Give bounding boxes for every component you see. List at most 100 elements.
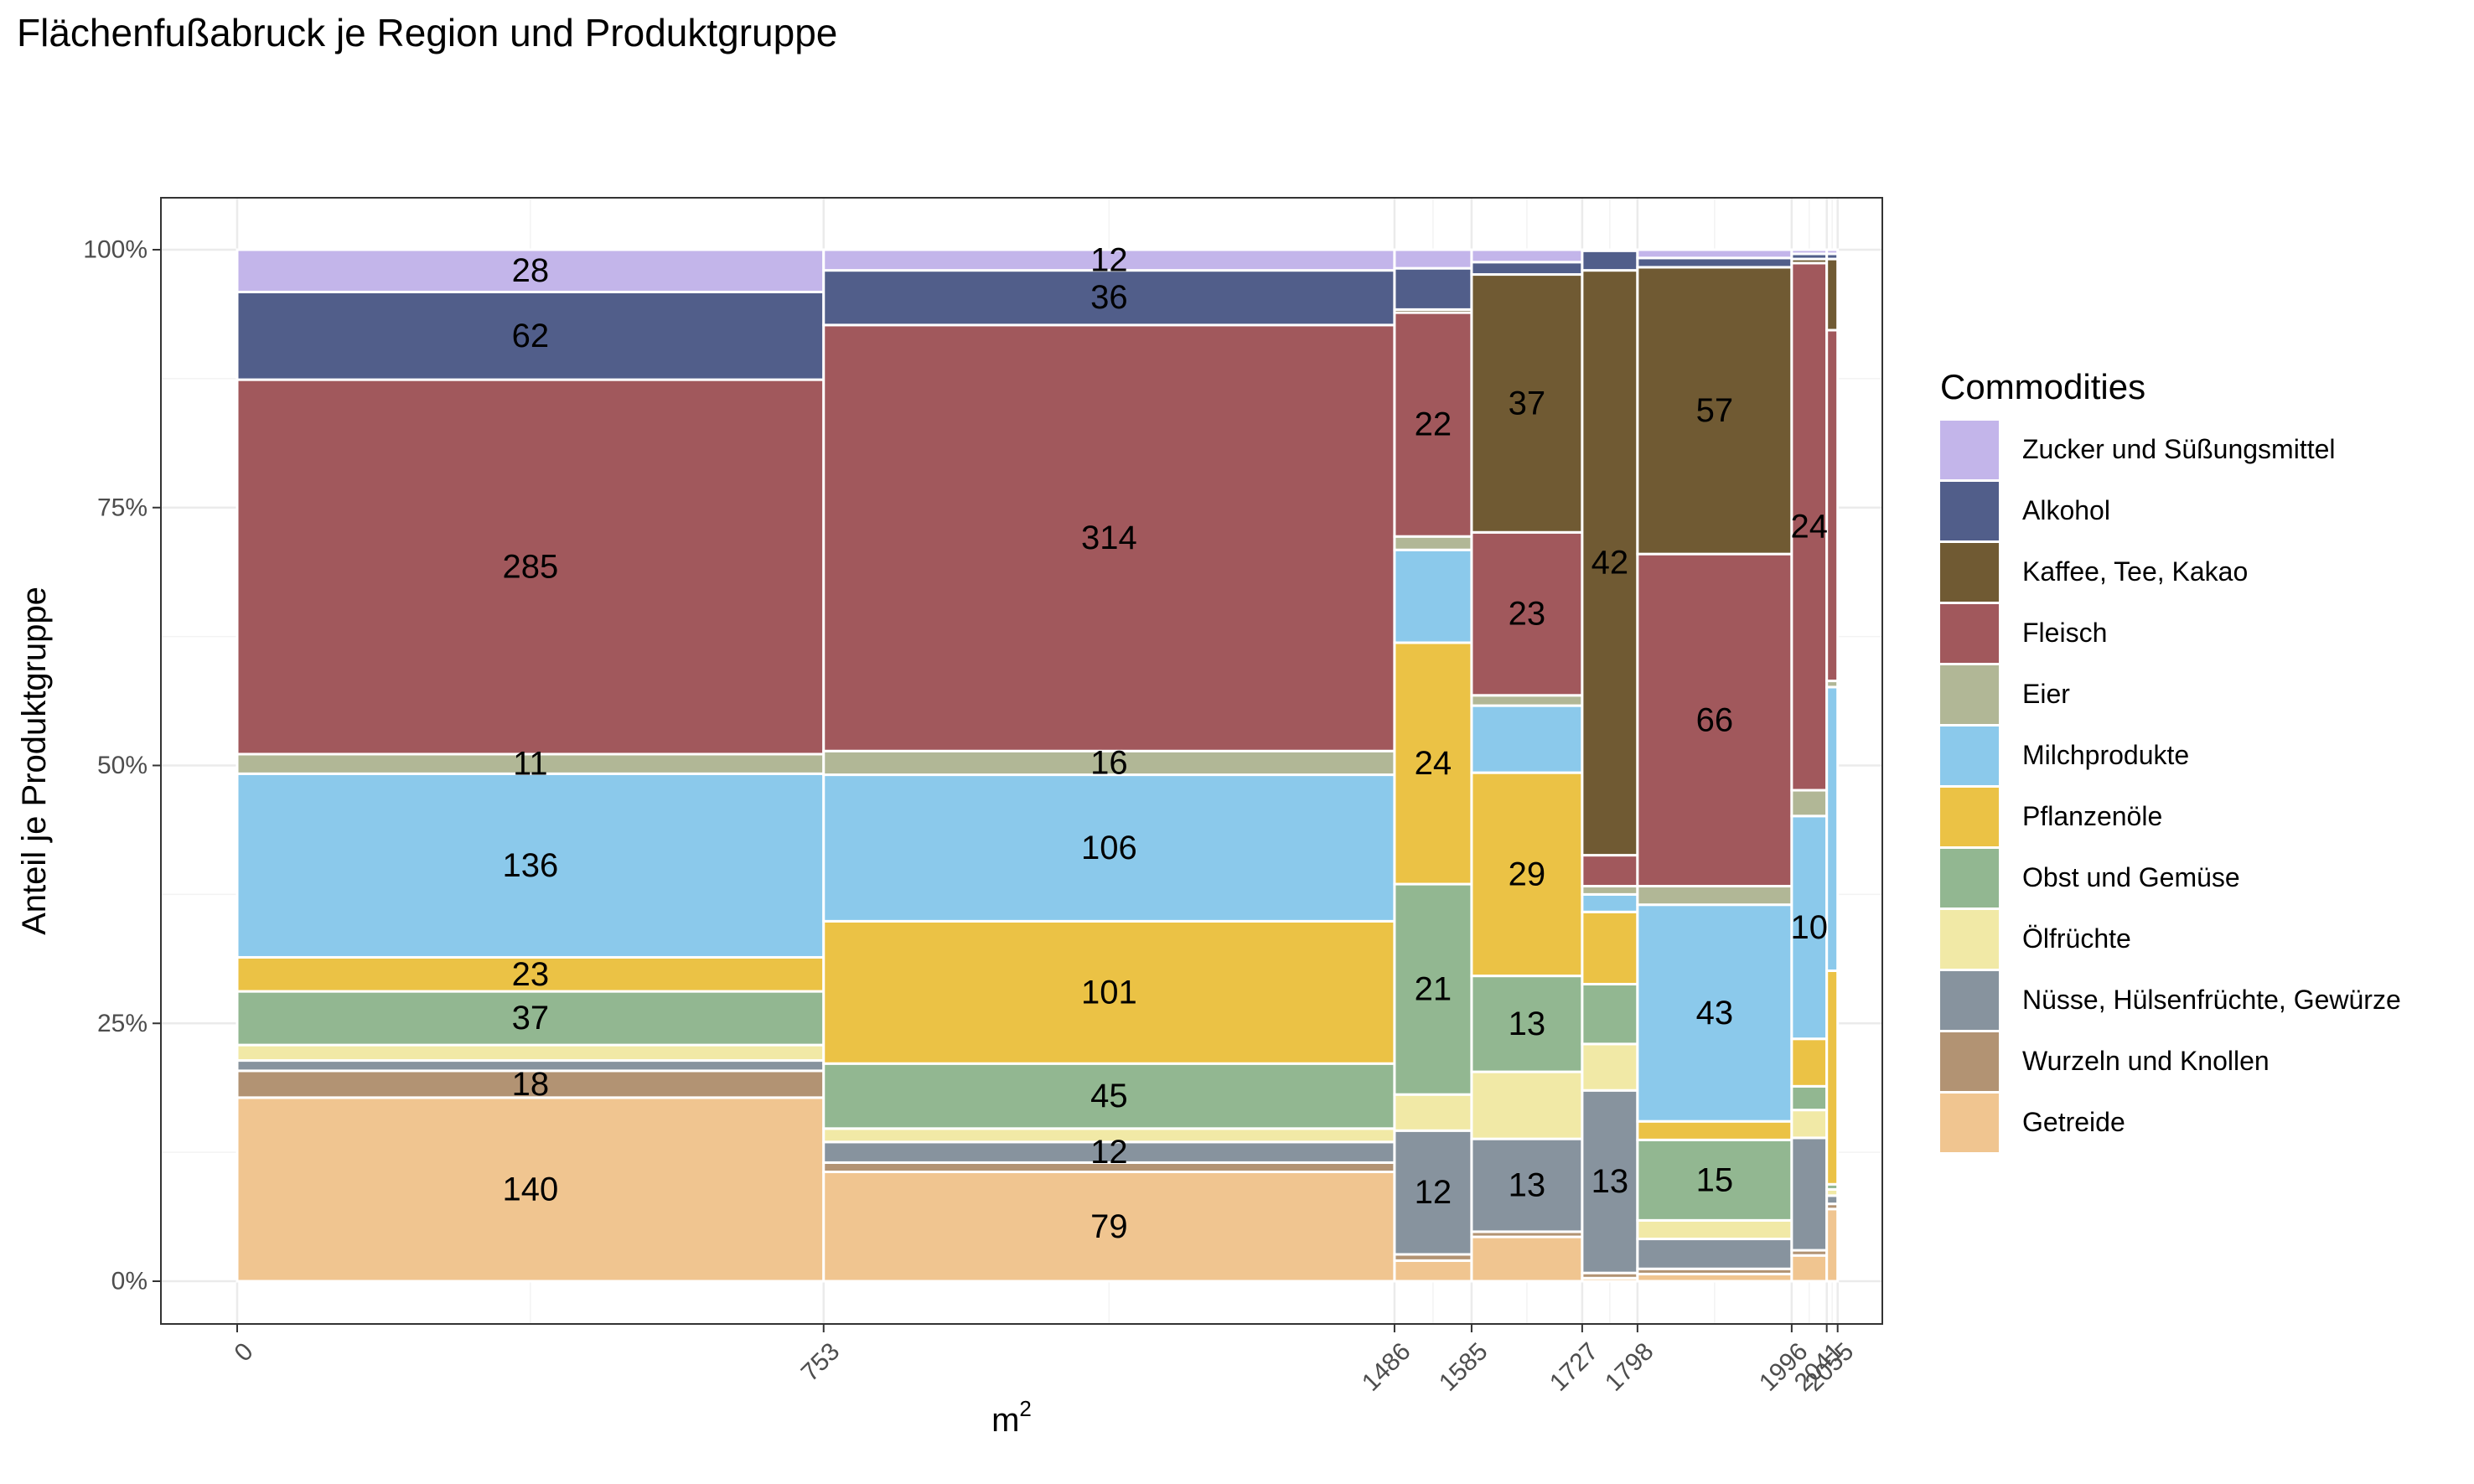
mosaic-tile xyxy=(1470,248,1584,264)
mosaic-tile xyxy=(235,1043,826,1063)
legend-item: Kaffee, Tee, Kakao xyxy=(1940,541,2401,602)
legend-item: Wurzeln und Knollen xyxy=(1940,1031,2401,1092)
mosaic-tile xyxy=(1393,548,1473,644)
legend-items: Zucker und Süßungsmittel Alkohol Kaffee, T… xyxy=(1940,419,2401,1153)
legend-item: Nüsse, Hülsenfrüchte, Gewürze xyxy=(1940,970,2401,1031)
mosaic-tile xyxy=(235,772,826,959)
mosaic-tile xyxy=(1636,885,1793,907)
legend-item: Getreide xyxy=(1940,1092,2401,1153)
tile-value-label: 62 xyxy=(512,318,550,354)
mosaic-tile xyxy=(1393,248,1473,270)
legend-label: Kaffee, Tee, Kakao xyxy=(2022,556,2249,587)
x-axis-title: m2 xyxy=(991,1396,1032,1439)
mosaic-tile xyxy=(1470,975,1584,1073)
mosaic-tile xyxy=(1636,1218,1793,1241)
mosaic-tile xyxy=(1470,1070,1584,1140)
mosaic-tile xyxy=(1393,311,1473,538)
tile-value-label: 37 xyxy=(512,1000,550,1037)
legend-swatch xyxy=(1940,420,1999,479)
tile-value-label: 13 xyxy=(1509,1006,1546,1042)
mosaic-tile xyxy=(1825,257,1840,332)
legend-swatch xyxy=(1940,909,1999,969)
mosaic-tile xyxy=(822,323,1396,752)
x-tick-label: 1486 xyxy=(1357,1337,1416,1397)
x-tick-label: 1798 xyxy=(1600,1337,1659,1397)
mosaic-tile xyxy=(235,955,826,993)
tile-value-label: 11 xyxy=(513,746,548,783)
mosaic-tile xyxy=(1790,261,1829,792)
mosaic-tile xyxy=(1393,1093,1473,1132)
x-tick-label: 753 xyxy=(796,1337,846,1387)
mosaic-tile xyxy=(1581,854,1639,888)
legend-item: Alkohol xyxy=(1940,480,2401,541)
legend-label: Eier xyxy=(2022,679,2070,709)
legend-item: Milchprodukte xyxy=(1940,725,2401,786)
mosaic-tile xyxy=(1825,969,1840,1186)
legend-swatch xyxy=(1940,481,1999,540)
tile-value-label: 13 xyxy=(1592,1163,1629,1200)
tile-value-label: 101 xyxy=(1081,974,1137,1011)
mosaic-tile xyxy=(1636,248,1793,260)
legend-label: Milchprodukte xyxy=(2022,740,2190,770)
legend-title: Commodities xyxy=(1940,367,2146,406)
mosaic-tile xyxy=(1581,892,1639,913)
x-tick-label: 1585 xyxy=(1434,1337,1493,1397)
tile-value-label: 23 xyxy=(1509,596,1546,633)
y-tick-label: 0% xyxy=(111,1268,148,1295)
x-axis-title-base: m xyxy=(991,1402,1019,1439)
tile-value-label: 79 xyxy=(1090,1208,1128,1245)
tile-value-label: 29 xyxy=(1509,856,1546,892)
tile-value-label: 12 xyxy=(1415,1174,1452,1211)
legend-swatch xyxy=(1940,970,1999,1030)
y-tick-label: 25% xyxy=(97,1010,148,1037)
tile-value-label: 285 xyxy=(503,549,559,586)
mosaic-tile xyxy=(822,1140,1396,1164)
legend-label: Zucker und Süßungsmittel xyxy=(2022,434,2336,464)
mosaic-tile xyxy=(235,248,826,293)
legend-item: Ölfrüchte xyxy=(1940,908,2401,970)
mosaic-tile xyxy=(1790,789,1829,818)
mosaic-tile xyxy=(1636,903,1793,1123)
tile-value-label: 24 xyxy=(1791,509,1829,546)
legend-item: Fleisch xyxy=(1940,602,2401,664)
tile-value-label: 23 xyxy=(512,956,550,993)
tile-value-label: 15 xyxy=(1696,1161,1734,1198)
legend-swatch xyxy=(1940,542,1999,602)
legend: Commodities Zucker und Süßungsmittel Alko… xyxy=(1940,367,2401,1153)
legend-swatch xyxy=(1940,787,1999,846)
tile-value-label: 36 xyxy=(1090,279,1128,316)
mosaic-tile xyxy=(1470,694,1584,707)
legend-label: Wurzeln und Knollen xyxy=(2022,1046,2270,1076)
mosaic-tile xyxy=(1470,704,1584,774)
mosaic-tile xyxy=(235,1069,826,1099)
tile-value-label: 16 xyxy=(1090,744,1128,781)
mosaic-tile xyxy=(1393,266,1473,311)
tile-value-label: 24 xyxy=(1415,745,1452,782)
mosaic-tile xyxy=(235,1096,826,1283)
legend-item: Zucker und Süßungsmittel xyxy=(1940,419,2401,480)
legend-label: Getreide xyxy=(2022,1107,2125,1137)
mosaic-tile xyxy=(1790,1254,1829,1283)
mosaic-tile xyxy=(1581,982,1639,1046)
y-tick-label: 50% xyxy=(97,752,148,779)
mosaic-tile xyxy=(822,919,1396,1065)
legend-swatch xyxy=(1940,664,1999,724)
legend-label: Obst und Gemüse xyxy=(2022,862,2240,892)
legend-label: Nüsse, Hülsenfrüchte, Gewürze xyxy=(2022,985,2401,1015)
mosaic-tile xyxy=(1790,1037,1829,1088)
y-axis-title: Anteil je Produktgruppe xyxy=(16,587,53,935)
mosaic-tiles xyxy=(235,248,1840,1283)
mosaic-tile xyxy=(1636,1138,1793,1222)
mosaic-tile xyxy=(1636,552,1793,888)
mosaic-tile xyxy=(1470,273,1584,534)
tile-value-label: 66 xyxy=(1696,701,1734,738)
mosaic-tile xyxy=(1825,1207,1840,1283)
tile-value-label: 140 xyxy=(503,1171,559,1207)
mosaic-tile xyxy=(1825,248,1840,256)
legend-label: Alkohol xyxy=(2022,495,2110,525)
tile-value-label: 106 xyxy=(1081,830,1137,866)
tile-value-label: 42 xyxy=(1592,545,1629,582)
mosaic-tile xyxy=(822,749,1396,777)
mosaic-tile xyxy=(1790,1084,1829,1112)
